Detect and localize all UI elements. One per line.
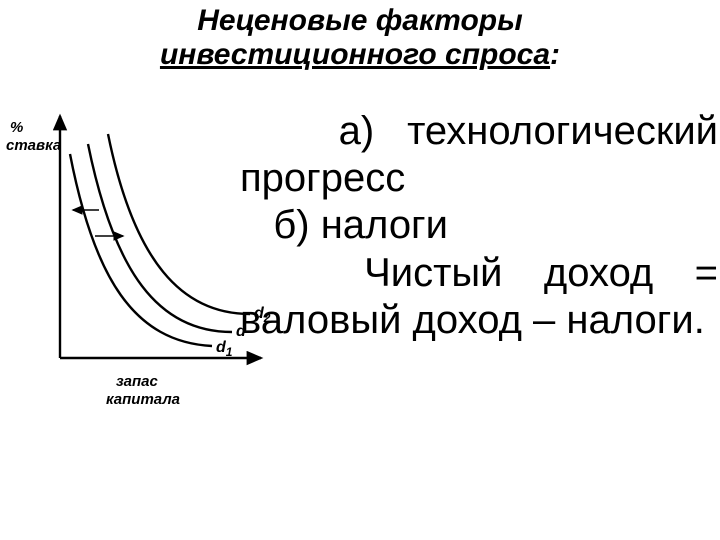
y-axis-label-1: % [10, 119, 23, 136]
diagram-svg: %ставказапаскапиталаd1dd2 [6, 110, 276, 430]
investment-demand-diagram: %ставказапаскапиталаd1dd2 [6, 110, 276, 430]
demand-curve-d [88, 144, 232, 332]
x-axis-label-1: запас [116, 373, 159, 390]
body-line-a: а) технологический прогресс [240, 108, 718, 202]
title-line2-underlined: инвестиционного спроса [160, 38, 550, 71]
demand-curve-d2 [108, 134, 250, 314]
x-axis-label-2: капитала [106, 391, 180, 408]
body-line-c: Чистый доход = валовый доход – налоги. [240, 250, 718, 344]
title-line2-suffix: : [550, 38, 560, 71]
body-text: а) технологический прогресс б) налоги Чи… [240, 108, 718, 344]
title-line1: Неценовые факторы [0, 4, 720, 38]
slide-title: Неценовые факторы инвестиционного спроса… [0, 4, 720, 71]
demand-curve-d1 [70, 154, 212, 346]
curve-label-d1: d1 [216, 339, 233, 359]
y-axis-label-2: ставка [6, 137, 61, 154]
body-line-b: б) налоги [240, 202, 718, 249]
